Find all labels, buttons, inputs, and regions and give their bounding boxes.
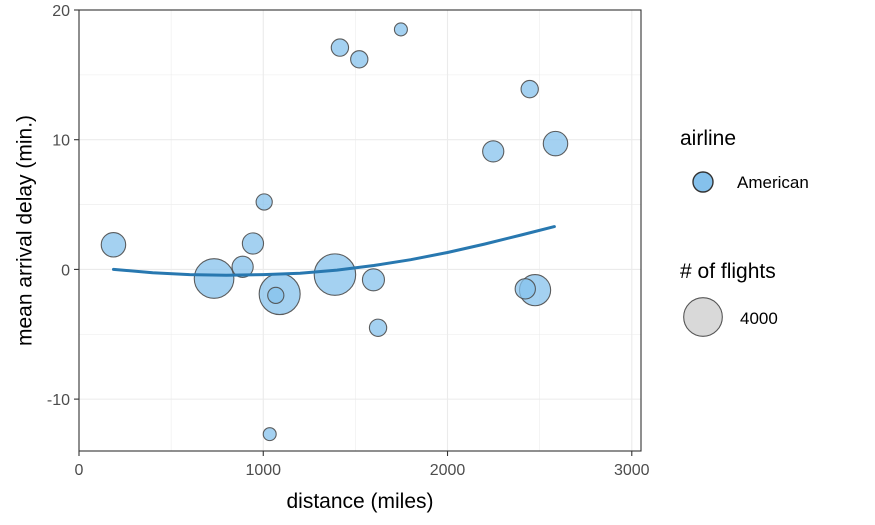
y-tick-label: 0 (61, 262, 70, 279)
data-point (514, 278, 536, 300)
data-point (313, 253, 357, 296)
data-point (262, 427, 277, 442)
trend-line-group (112, 225, 556, 277)
data-point (520, 79, 539, 99)
legend-airline-title: airline (680, 127, 736, 150)
x-tick-label: 1000 (245, 462, 281, 479)
data-point (231, 255, 254, 278)
data-point (482, 140, 505, 163)
plot-panel-border (78, 9, 642, 452)
x-axis-title: distance (miles) (286, 490, 433, 513)
y-axis-title: mean arrival delay (min.) (13, 115, 36, 346)
legend-size-label: 4000 (740, 309, 778, 328)
legend-airline-label: American (737, 173, 809, 192)
data-point (393, 22, 408, 37)
data-point (241, 232, 265, 255)
data-points (100, 22, 569, 442)
x-tick-label: 0 (75, 462, 84, 479)
data-point (330, 38, 350, 57)
legend-size-key (683, 297, 723, 337)
y-tick-label: 10 (52, 133, 70, 150)
data-point (193, 258, 235, 299)
data-point (100, 231, 127, 258)
data-point (350, 50, 369, 69)
x-tick-label: 3000 (614, 462, 650, 479)
legend-airline-key (692, 171, 714, 193)
legend: airline American # of flights 4000 (680, 127, 809, 337)
grid-lines (78, 9, 641, 451)
axes: 0 1000 2000 3000 -10 0 10 20 (47, 3, 650, 479)
data-point (368, 318, 388, 337)
trend-line (112, 225, 556, 277)
x-tick-label: 2000 (430, 462, 466, 479)
data-point (267, 286, 285, 304)
legend-size-title: # of flights (680, 260, 776, 283)
data-point (542, 130, 569, 157)
y-tick-label: -10 (47, 392, 70, 409)
data-point (255, 193, 273, 211)
data-point (361, 268, 386, 292)
y-tick-label: 20 (52, 3, 70, 20)
